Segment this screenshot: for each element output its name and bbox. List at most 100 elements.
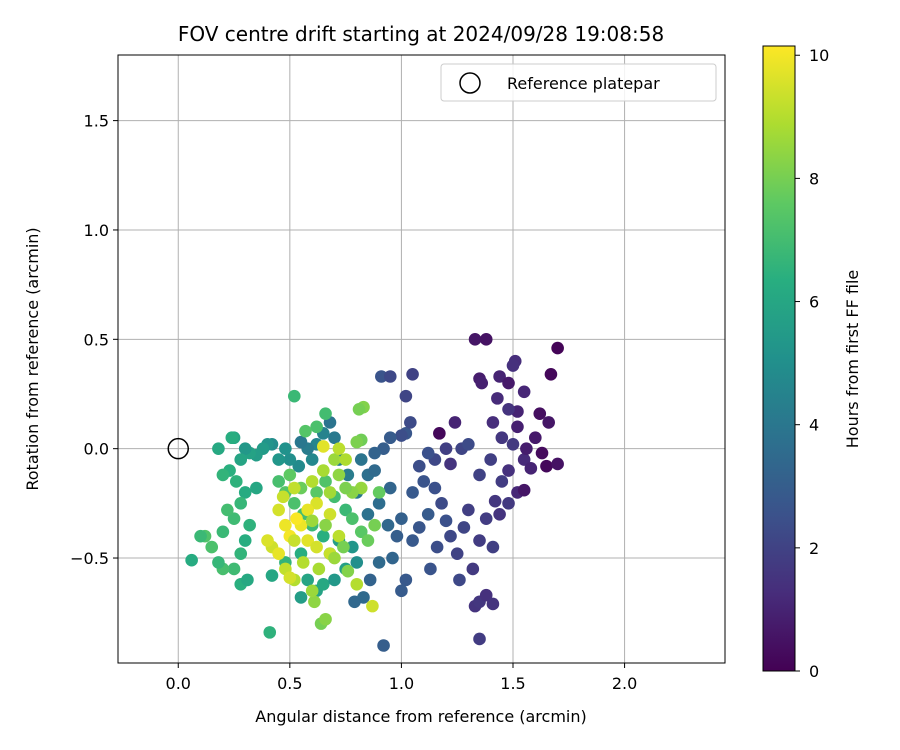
data-point	[283, 571, 297, 585]
data-point	[502, 464, 515, 477]
data-point	[484, 453, 497, 466]
data-point	[294, 435, 308, 449]
data-point	[272, 503, 285, 517]
data-point	[399, 389, 413, 403]
data-point	[276, 490, 290, 504]
data-point	[524, 462, 538, 475]
y-tick-label: −0.5	[70, 549, 109, 568]
data-point	[317, 529, 330, 543]
colorbar-tick-label: 8	[809, 169, 819, 188]
data-point	[323, 507, 337, 521]
data-point	[486, 540, 500, 554]
data-point	[383, 481, 397, 495]
data-point	[366, 599, 379, 613]
data-point	[234, 547, 248, 560]
data-point	[339, 453, 352, 466]
data-point	[279, 442, 292, 455]
data-point	[551, 341, 564, 355]
data-point	[263, 626, 277, 639]
data-point	[406, 534, 419, 547]
data-point	[290, 512, 303, 525]
x-tick-label: 0.0	[166, 674, 191, 693]
data-point	[234, 497, 248, 510]
data-point	[354, 453, 368, 466]
legend: Reference platepar	[440, 63, 717, 102]
data-point	[372, 486, 386, 499]
data-point	[473, 468, 486, 482]
data-point	[439, 442, 453, 455]
data-point	[216, 525, 230, 539]
data-point	[317, 577, 330, 591]
data-point	[265, 569, 279, 582]
data-point	[354, 525, 368, 539]
data-point	[234, 453, 248, 466]
data-point	[383, 431, 397, 445]
x-axis-ticks: 0.0 0.5 1.0 1.5 2.0	[166, 663, 637, 693]
data-point	[502, 403, 515, 416]
data-point	[517, 453, 531, 466]
data-point	[475, 376, 489, 390]
data-point	[368, 464, 381, 477]
data-point	[341, 468, 355, 482]
data-point	[412, 459, 426, 473]
legend-entry-label: Reference platepar	[507, 74, 660, 93]
data-point	[506, 359, 520, 372]
data-point	[261, 534, 274, 547]
data-point	[319, 407, 332, 420]
data-point	[212, 556, 225, 569]
data-point	[283, 468, 297, 482]
data-point	[272, 475, 285, 488]
data-point	[473, 632, 486, 646]
data-point	[319, 518, 332, 532]
colorbar-tick-label: 0	[809, 662, 819, 681]
data-point	[341, 564, 355, 578]
data-point	[328, 573, 341, 587]
data-point	[296, 556, 310, 569]
data-point	[310, 540, 323, 554]
data-point	[375, 370, 388, 383]
data-point	[479, 333, 493, 346]
data-point	[506, 437, 520, 451]
data-point	[301, 534, 314, 547]
data-point	[339, 503, 352, 517]
data-point	[305, 584, 319, 598]
chart-title: FOV centre drift starting at 2024/09/28 …	[178, 22, 664, 46]
colorbar-tick-label: 4	[809, 416, 819, 435]
y-tick-label: 0.0	[84, 440, 109, 459]
data-point	[194, 529, 207, 543]
data-point	[444, 457, 457, 471]
data-point	[428, 481, 442, 495]
data-point	[346, 540, 359, 554]
data-point	[462, 437, 475, 451]
data-point	[350, 556, 364, 569]
plot-frame	[117, 54, 726, 664]
data-point	[241, 573, 254, 587]
data-point	[328, 551, 341, 565]
data-point	[287, 534, 301, 547]
data-point	[305, 453, 319, 466]
x-tick-label: 2.0	[612, 674, 637, 693]
data-point	[225, 431, 239, 445]
data-point	[319, 475, 332, 488]
data-point	[439, 514, 453, 528]
data-point	[310, 486, 323, 499]
data-point	[227, 512, 241, 525]
data-point	[421, 446, 435, 460]
data-point	[424, 562, 437, 576]
data-point	[310, 497, 323, 510]
data-points	[185, 333, 564, 652]
data-point	[444, 529, 457, 543]
data-point	[310, 420, 323, 434]
data-point	[433, 427, 446, 440]
data-point	[205, 540, 219, 554]
data-point	[216, 468, 230, 482]
colorbar-tick-label: 6	[809, 293, 819, 312]
data-point	[328, 453, 341, 466]
data-point	[540, 459, 553, 473]
data-point	[495, 475, 509, 488]
data-point	[421, 507, 435, 521]
data-point	[468, 333, 482, 346]
colorbar-frame	[762, 45, 796, 672]
legend-marker-icon	[459, 72, 481, 94]
data-point	[395, 584, 408, 598]
